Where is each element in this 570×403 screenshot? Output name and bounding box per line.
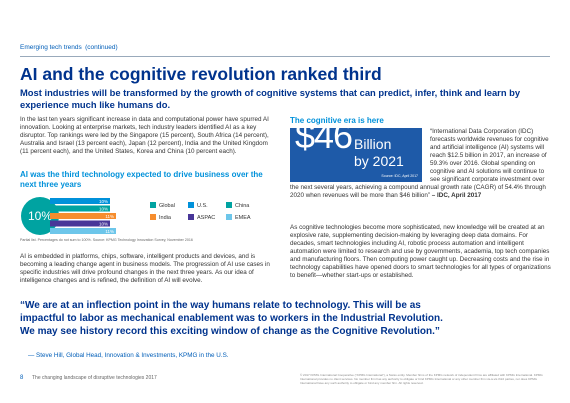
quote-box: $46 Billion by 2021 Source: IDC, April 20… [290,115,554,200]
subtitle: Most industries will be transformed by t… [20,87,521,110]
banner-unit: Billion by 2021 [354,136,404,170]
hub-label: 10% [28,209,52,223]
banner-amount: $46 [295,115,353,156]
hub [21,197,59,235]
section-title: Emerging tech trends [20,44,82,51]
stripe [50,228,116,234]
stripe [50,205,110,212]
legend-label: U.S. [197,203,208,209]
stripe [50,213,116,219]
value-label: 11% [105,229,114,234]
legend-swatch [188,202,194,208]
legend-swatch [226,214,232,220]
legend-swatch [226,202,232,208]
title: AI and the cognitive revolution ranked t… [20,64,382,84]
chart-note: Partial list. Percentages do not sum to … [20,238,193,242]
banner: $46 Billion by 2021 Source: IDC, April 20… [290,115,422,182]
paragraph: In the last ten years significant increa… [20,116,269,155]
legend-label: China [235,203,250,209]
rule [20,56,550,57]
legend-label: ASPAC [197,215,215,221]
chart: 10% 10% 10% 11% 10% 11% Global U.S. China India AS… [21,197,251,235]
section-header: Emerging tech trends (continued) [20,38,118,52]
legend-label: India [159,215,172,221]
section-note: (continued) [85,44,118,51]
banner-year: by 2021 [354,153,404,169]
legal: © 2017 KPMG International Cooperative (“… [300,373,543,385]
page-number: 8 [20,375,24,381]
attribution: — Steve Hill, Global Head, Innovation & … [28,352,229,359]
value-label: 10% [99,221,108,226]
publication: The changing landscape of disruptive tec… [32,375,157,381]
paragraph: AI is embedded in platforms, chips, soft… [20,253,270,284]
paragraph: As cognitive technologies become more so… [290,224,551,279]
value-label: 11% [105,214,114,219]
pull-quote: “We are at an inflection point in the wa… [20,300,443,337]
legend-label: EMEA [235,215,251,221]
stripe [50,220,110,227]
chart-heading: AI was the third technology expected to … [20,170,263,189]
quote-source: – IDC, April 2017 [431,192,482,199]
legend-swatch [150,214,156,220]
quote: “International Data Corporation (IDC) fo… [290,128,549,199]
banner-source: Source: IDC, April 2017 [381,174,418,178]
value-label: 10% [99,206,108,211]
value-label: 10% [99,199,108,204]
legend-swatch [150,202,156,208]
heading: The cognitive era is here [290,116,384,125]
legend-swatch [188,214,194,220]
banner-unit-text: Billion [354,136,392,152]
stripe [50,198,110,204]
legend-label: Global [159,203,175,209]
